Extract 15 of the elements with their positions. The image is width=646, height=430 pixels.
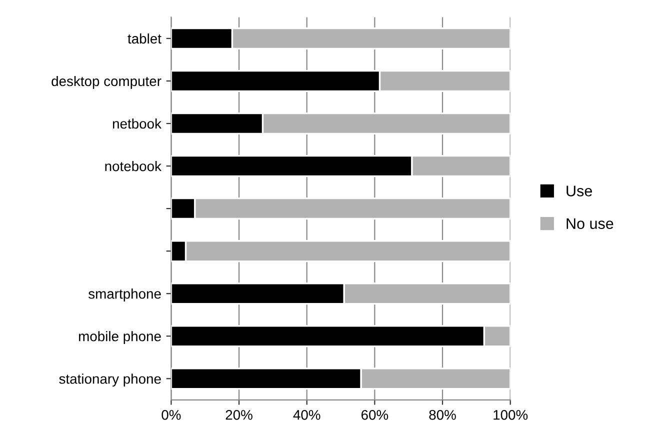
y-tick-label: smartphone (88, 288, 161, 302)
x-tick-label: 80% (429, 410, 456, 420)
y-tick-label: netbook (112, 118, 162, 129)
x-tick-label: 0% (162, 410, 181, 420)
y-tick-label: desktop computer (52, 76, 162, 89)
legend-label: No use (566, 218, 614, 230)
y-tick-label: tablet (128, 33, 162, 44)
x-tick-label: 100% (494, 410, 528, 420)
x-tick-label: 60% (361, 410, 388, 420)
legend-label: Use (566, 186, 592, 196)
x-tick-label: 40% (293, 410, 320, 420)
y-tick-label: stationary phone (59, 374, 161, 387)
y-tick-label: notebook (105, 160, 162, 172)
y-tick-label: mobile phone (79, 331, 161, 344)
x-tick-label: 20% (226, 410, 252, 420)
